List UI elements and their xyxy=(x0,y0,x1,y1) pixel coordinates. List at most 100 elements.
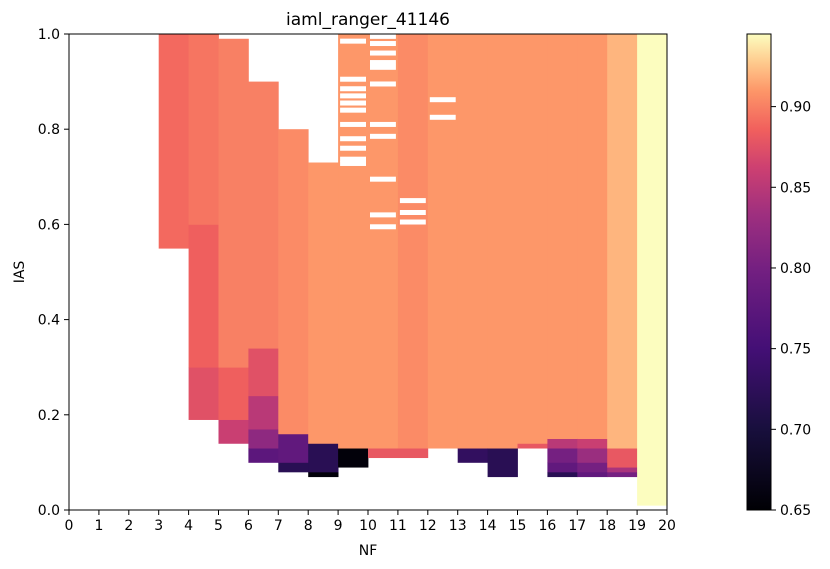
heatmap-cell xyxy=(457,34,488,449)
heatmap-cell xyxy=(248,448,279,463)
y-tick-label: 0.2 xyxy=(38,408,60,424)
y-axis-ticks: 0.0 0.2 0.4 0.6 0.8 1.0 xyxy=(38,27,69,519)
missing-cell xyxy=(429,97,456,103)
colorbar-tick-label: 0.80 xyxy=(780,261,811,277)
heatmap-cell xyxy=(278,433,309,463)
y-tick-label: 0.0 xyxy=(38,503,60,519)
heatmap-cell xyxy=(368,34,399,449)
heatmap-cell xyxy=(248,429,279,449)
colorbar-ticks: 0.65 0.70 0.75 0.80 0.85 0.90 xyxy=(771,100,811,519)
x-tick-label: 20 xyxy=(658,518,676,534)
missing-cell xyxy=(340,100,366,106)
missing-cell xyxy=(429,114,456,120)
missing-cell xyxy=(370,133,396,139)
x-tick-label: 16 xyxy=(538,518,556,534)
heatmap-cell xyxy=(188,367,219,420)
x-tick-label: 10 xyxy=(359,518,377,534)
missing-cell xyxy=(370,176,396,182)
heatmap-cell xyxy=(218,38,249,368)
heatmap-cell xyxy=(218,367,249,420)
y-axis-label: IAS xyxy=(12,261,28,284)
heatmap-cell xyxy=(278,129,309,435)
heatmap-cell xyxy=(547,34,578,439)
missing-cell xyxy=(340,76,366,82)
x-tick-label: 14 xyxy=(479,518,497,534)
missing-cell xyxy=(340,156,366,162)
x-tick-label: 8 xyxy=(304,518,313,534)
missing-cell xyxy=(370,212,396,218)
heatmap-cell xyxy=(188,224,219,368)
heatmap-cell xyxy=(158,34,189,249)
heatmap-cell xyxy=(577,462,608,473)
heatmap-cell xyxy=(607,467,638,473)
missing-cell xyxy=(370,64,396,70)
y-tick-label: 0.8 xyxy=(38,122,60,138)
heatmap-cell xyxy=(427,34,459,449)
heatmap-cell xyxy=(308,443,339,473)
x-axis-label: NF xyxy=(359,543,378,559)
x-tick-label: 3 xyxy=(154,518,163,534)
heatmap-cell xyxy=(308,471,339,478)
x-tick-label: 11 xyxy=(389,518,407,534)
heatmap-cell xyxy=(547,448,578,463)
x-axis-ticks: 0 1 2 3 4 5 6 7 8 9 10 11 12 13 14 15 16 17 18 19 20 xyxy=(65,510,676,534)
x-tick-label: 0 xyxy=(65,518,74,534)
x-tick-label: 19 xyxy=(628,518,646,534)
missing-cell xyxy=(370,50,396,56)
missing-cells xyxy=(340,33,456,230)
heatmap-cell xyxy=(248,81,279,349)
colorbar-tick-label: 0.70 xyxy=(780,422,811,438)
heatmap-cell xyxy=(607,471,638,478)
heatmap-cells xyxy=(158,34,668,506)
heatmap-cell xyxy=(487,448,518,478)
heatmap-cell xyxy=(517,34,548,444)
y-tick-label: 1.0 xyxy=(38,27,60,43)
missing-cell xyxy=(370,60,396,66)
x-tick-label: 12 xyxy=(419,518,437,534)
missing-cell xyxy=(340,121,366,127)
heatmap-cell xyxy=(637,34,668,506)
missing-cell xyxy=(340,145,366,151)
heatmap-cell xyxy=(248,348,279,397)
missing-cell xyxy=(370,33,396,39)
heatmap-cell xyxy=(397,34,429,449)
x-tick-label: 13 xyxy=(449,518,467,534)
missing-cell xyxy=(370,224,396,230)
heatmap-cell xyxy=(577,471,608,478)
x-tick-label: 17 xyxy=(568,518,586,534)
heatmap-cell xyxy=(577,34,608,439)
colorbar xyxy=(746,33,772,511)
x-tick-label: 2 xyxy=(124,518,133,534)
missing-cell xyxy=(370,41,396,47)
missing-cell xyxy=(399,198,426,204)
heatmap-cell xyxy=(368,448,399,459)
missing-cell xyxy=(340,93,366,99)
missing-cell xyxy=(340,107,366,113)
x-tick-label: 9 xyxy=(334,518,343,534)
y-tick-label: 0.6 xyxy=(38,217,60,233)
colorbar-tick-label: 0.85 xyxy=(780,180,811,196)
colorbar-tick-label: 0.65 xyxy=(780,503,811,519)
heatmap-cell xyxy=(397,448,429,459)
heatmap-cell xyxy=(308,162,339,444)
missing-cell xyxy=(340,86,366,92)
heatmap-cell xyxy=(338,448,369,468)
colorbar-tick-label: 0.90 xyxy=(780,100,811,116)
missing-cell xyxy=(370,81,396,87)
heatmap-cell xyxy=(278,462,309,473)
heatmap-cell xyxy=(607,448,638,468)
heatmap-cell xyxy=(487,34,518,449)
heatmap-cell xyxy=(457,448,488,463)
heatmap-cell xyxy=(547,438,578,449)
x-tick-label: 18 xyxy=(598,518,616,534)
chart-title: iaml_ranger_41146 xyxy=(286,10,450,30)
x-tick-label: 6 xyxy=(244,518,253,534)
missing-cell xyxy=(340,160,366,166)
heatmap-cell xyxy=(607,34,638,449)
x-tick-label: 1 xyxy=(94,518,103,534)
missing-cell xyxy=(340,136,366,142)
missing-cell xyxy=(340,38,366,44)
y-tick-label: 0.4 xyxy=(38,313,60,329)
x-tick-label: 7 xyxy=(274,518,283,534)
